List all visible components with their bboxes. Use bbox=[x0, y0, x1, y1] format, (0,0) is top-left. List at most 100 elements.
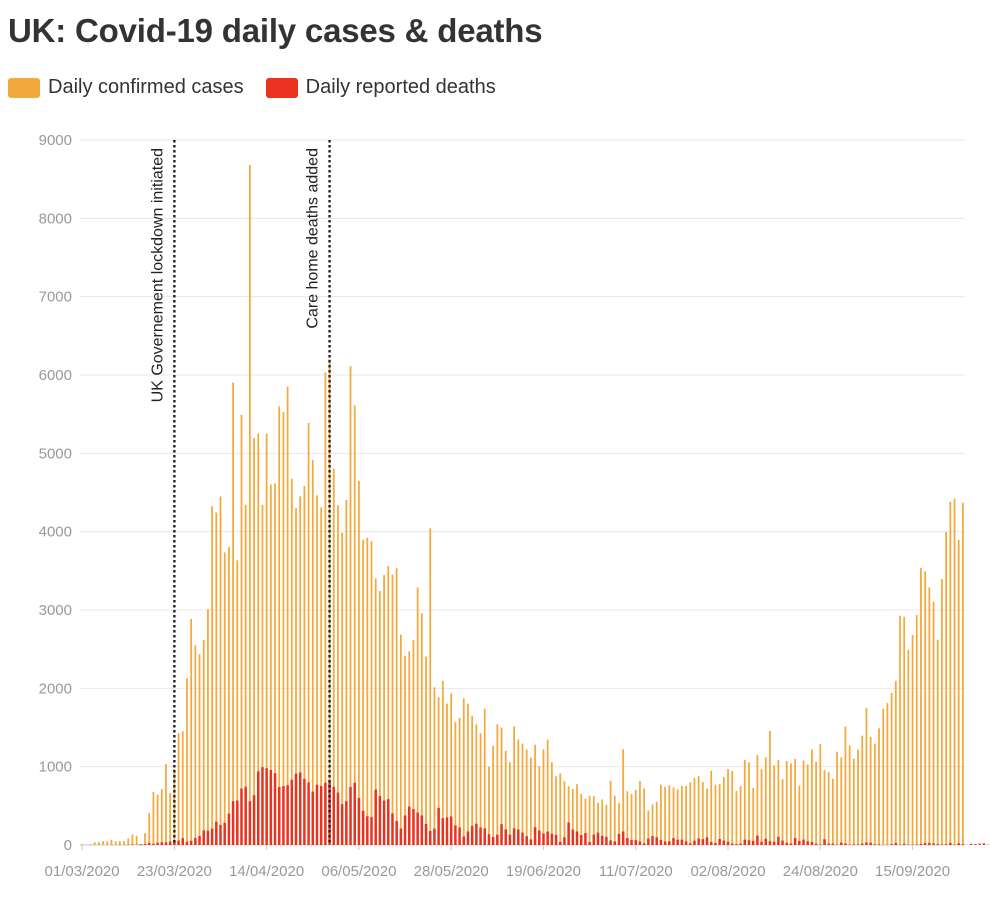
deaths-bar bbox=[483, 828, 487, 845]
cases-bar bbox=[148, 813, 151, 845]
cases-bar bbox=[886, 703, 889, 845]
cases-bar bbox=[794, 758, 797, 845]
cases-bar bbox=[504, 750, 507, 845]
deaths-bar bbox=[923, 843, 927, 845]
x-tick-label: 14/04/2020 bbox=[229, 863, 304, 880]
deaths-bar bbox=[399, 828, 403, 845]
deaths-bar bbox=[668, 841, 671, 845]
deaths-bar bbox=[890, 844, 893, 845]
deaths-bar bbox=[697, 838, 700, 845]
cases-bar bbox=[525, 749, 528, 845]
deaths-bar bbox=[282, 786, 285, 845]
deaths-bar bbox=[600, 835, 604, 845]
deaths-bar bbox=[470, 825, 474, 845]
cases-bar bbox=[236, 560, 239, 845]
cases-bar bbox=[177, 733, 180, 845]
deaths-bar bbox=[353, 782, 356, 845]
cases-bar bbox=[584, 798, 587, 845]
deaths-bar bbox=[605, 836, 608, 845]
deaths-bar bbox=[236, 800, 239, 845]
cases-bar bbox=[597, 802, 599, 845]
cases-bar bbox=[928, 587, 931, 845]
deaths-bar bbox=[684, 841, 688, 845]
deaths-bar bbox=[789, 843, 793, 845]
legend-label-cases: Daily confirmed cases bbox=[48, 76, 244, 98]
cases-bar bbox=[924, 571, 927, 845]
cases-bar bbox=[521, 743, 524, 845]
deaths-bar bbox=[370, 817, 373, 845]
deaths-bar bbox=[147, 842, 151, 845]
deaths-bar bbox=[584, 833, 587, 845]
deaths-bar bbox=[206, 830, 210, 845]
cases-bar bbox=[274, 483, 276, 845]
cases-bar bbox=[97, 842, 100, 845]
deaths-bar bbox=[303, 778, 306, 845]
cases-bar bbox=[311, 460, 314, 845]
cases-bar bbox=[207, 609, 209, 845]
cases-bar bbox=[630, 794, 633, 845]
cases-bar bbox=[936, 639, 939, 845]
deaths-bar bbox=[374, 789, 377, 845]
deaths-bar bbox=[319, 785, 323, 845]
deaths-bar bbox=[491, 837, 495, 845]
cases-bar bbox=[588, 795, 591, 845]
deaths-bar bbox=[508, 834, 512, 845]
cases-bar bbox=[123, 840, 125, 845]
cases-bar bbox=[404, 656, 406, 845]
deaths-bar bbox=[802, 839, 805, 845]
cases-bar bbox=[769, 730, 771, 845]
deaths-bar bbox=[873, 844, 877, 845]
cases-bar bbox=[462, 698, 465, 845]
cases-bar bbox=[894, 680, 897, 845]
deaths-bar bbox=[894, 842, 898, 845]
x-tick-label: 15/09/2020 bbox=[875, 863, 950, 880]
deaths-bar bbox=[261, 767, 264, 845]
deaths-bar bbox=[638, 841, 642, 845]
deaths-bar bbox=[621, 831, 625, 845]
cases-bar bbox=[609, 780, 612, 845]
cases-bar bbox=[106, 841, 109, 845]
deaths-bar bbox=[517, 829, 520, 845]
y-tick-label: 8000 bbox=[39, 210, 72, 227]
deaths-bar bbox=[479, 827, 482, 845]
cases-bar bbox=[475, 724, 478, 845]
cases-bar bbox=[840, 757, 843, 845]
deaths-bar bbox=[949, 842, 952, 845]
cases-bar bbox=[429, 528, 432, 845]
deaths-bar bbox=[546, 831, 549, 845]
deaths-bar bbox=[252, 795, 256, 845]
deaths-bar bbox=[735, 844, 738, 845]
cases-bar bbox=[806, 764, 809, 845]
deaths-bar bbox=[877, 844, 881, 845]
deaths-bar bbox=[718, 839, 721, 845]
deaths-bar bbox=[538, 830, 541, 845]
x-tick-label: 01/03/2020 bbox=[45, 863, 120, 880]
deaths-bar bbox=[844, 843, 847, 845]
deaths-bar bbox=[181, 838, 185, 845]
deaths-bar bbox=[294, 773, 298, 845]
cases-bar bbox=[366, 537, 369, 845]
deaths-bar bbox=[449, 816, 453, 845]
cases-bar bbox=[198, 654, 201, 845]
cases-bar bbox=[605, 804, 608, 845]
cases-bar bbox=[190, 619, 193, 845]
annotation-label: UK Governement lockdown initiated bbox=[149, 148, 166, 402]
deaths-bar bbox=[709, 842, 713, 845]
deaths-bar bbox=[462, 836, 466, 845]
cases-bar bbox=[299, 496, 302, 845]
deaths-bar bbox=[240, 788, 243, 845]
cases-bar bbox=[823, 770, 826, 845]
deaths-bar bbox=[504, 829, 507, 845]
cases-bar bbox=[471, 715, 474, 845]
x-axis: 01/03/2020 23/03/2020 14/04/2020 06/05/2020… bbox=[45, 845, 950, 880]
cases-bar bbox=[953, 498, 956, 845]
cases-bar bbox=[295, 508, 297, 845]
cases-bar bbox=[819, 744, 822, 845]
cases-bar bbox=[756, 754, 759, 845]
cases-bar bbox=[458, 717, 461, 845]
cases-bar bbox=[110, 839, 113, 845]
deaths-bar bbox=[215, 821, 218, 845]
deaths-bar bbox=[227, 813, 231, 845]
deaths-bar bbox=[416, 812, 419, 845]
deaths-bar bbox=[579, 835, 583, 845]
